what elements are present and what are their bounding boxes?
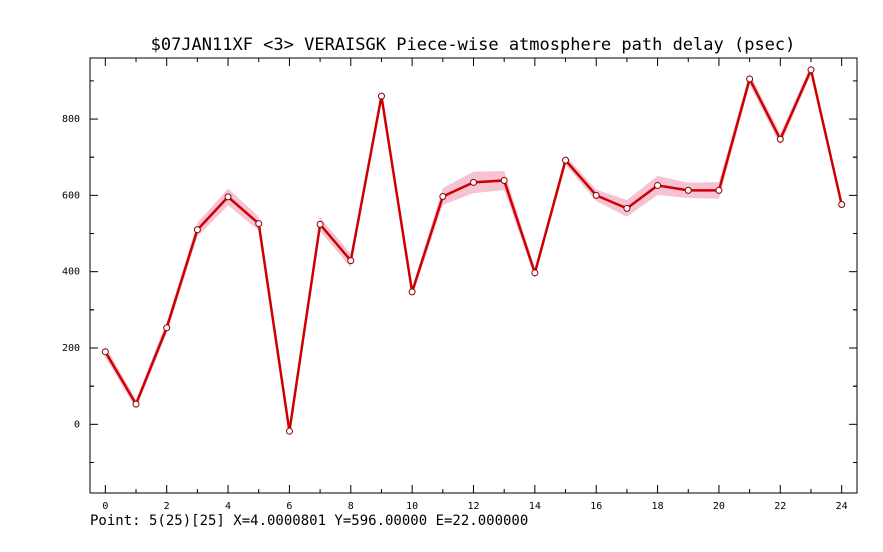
data-point [101, 348, 109, 356]
x-tick-label: 8 [348, 501, 354, 512]
x-tick-label: 14 [529, 501, 541, 512]
data-point [439, 193, 447, 201]
data-point [715, 186, 723, 194]
x-tick-label: 12 [467, 501, 479, 512]
data-point [623, 204, 631, 212]
data-point [776, 135, 784, 143]
y-tick-label: 800 [62, 114, 80, 125]
series-line [104, 65, 843, 432]
data-point [838, 201, 846, 209]
data-point [377, 92, 385, 100]
x-tick-label: 24 [836, 501, 848, 512]
x-tick-label: 0 [102, 501, 108, 512]
data-point [132, 400, 140, 408]
y-tick-label: 200 [62, 343, 80, 354]
data-point [285, 427, 293, 435]
y-tick-label: 400 [62, 267, 80, 278]
x-tick-label: 6 [286, 501, 292, 512]
data-point [531, 269, 539, 277]
data-point [193, 226, 201, 234]
x-tick-label: 20 [713, 501, 725, 512]
data-point [347, 257, 355, 265]
x-tick-label: 16 [590, 501, 602, 512]
data-point [807, 66, 815, 74]
data-point [470, 178, 477, 186]
data-point [408, 288, 416, 296]
error-band [105, 65, 842, 436]
data-point [684, 186, 692, 194]
x-tick-label: 4 [225, 501, 231, 512]
x-tick-label: 22 [774, 501, 786, 512]
plot-frame [89, 57, 858, 494]
x-tick-label: 10 [406, 501, 418, 512]
data-point [316, 220, 324, 228]
data-point [654, 181, 662, 189]
data-point [500, 176, 508, 184]
x-tick-label: 2 [164, 501, 170, 512]
data-point [255, 220, 263, 228]
data-point [746, 75, 754, 83]
data-point [224, 193, 232, 201]
status-line: Point: 5(25)[25] X=4.0000801 Y=596.00000… [90, 513, 528, 529]
y-tick-label: 600 [62, 190, 80, 201]
y-tick-label: 0 [74, 419, 80, 430]
data-point [163, 324, 171, 332]
data-point [592, 191, 600, 199]
chart-title: $07JAN11XF <3> VERAISGK Piece-wise atmos… [151, 35, 796, 55]
data-point [562, 156, 570, 164]
x-tick-label: 18 [652, 501, 664, 512]
